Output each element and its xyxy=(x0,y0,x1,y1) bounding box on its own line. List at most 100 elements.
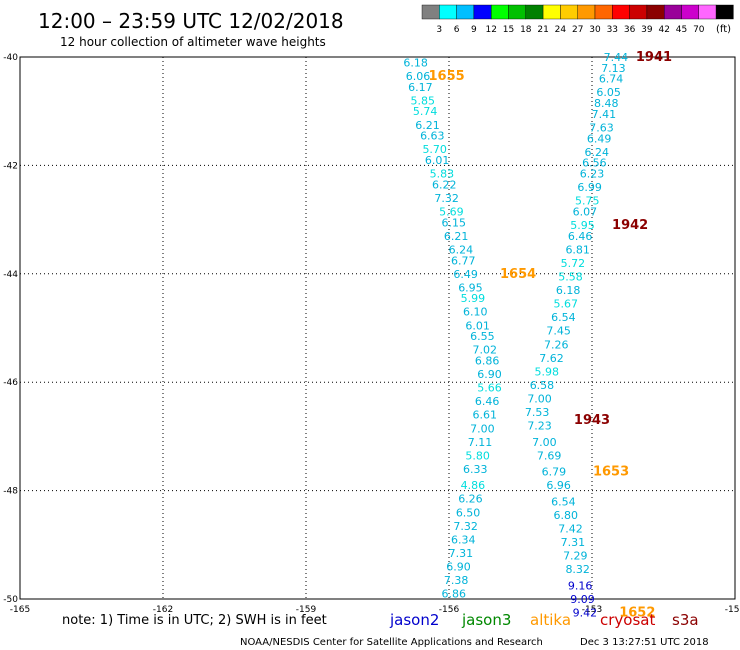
swh-value-label: 5.80 xyxy=(465,449,490,462)
colorbar-swatch xyxy=(698,4,717,20)
x-tick-label: -156 xyxy=(439,605,460,615)
swh-value-label: 6.18 xyxy=(403,56,428,69)
swh-value-label: 7.31 xyxy=(561,536,586,549)
colorbar-label: 30 xyxy=(589,25,601,35)
swh-value-label: 6.21 xyxy=(444,230,469,243)
swh-value-label: 8.48 xyxy=(594,97,619,110)
swh-value-label: 7.63 xyxy=(589,121,614,134)
footer-note: note: 1) Time is in UTC; 2) SWH is in fe… xyxy=(62,613,327,628)
swh-value-label: 6.49 xyxy=(453,268,478,281)
colorbar-swatch xyxy=(560,4,578,20)
swh-value-label: 6.77 xyxy=(451,254,476,267)
colorbar-swatch xyxy=(508,4,526,20)
colorbar-label: 33 xyxy=(607,25,618,35)
swh-value-label: 6.54 xyxy=(551,495,576,508)
pass-time-label: 1943 xyxy=(574,413,610,428)
swh-value-label: 5.66 xyxy=(477,382,502,395)
colorbar-label: 12 xyxy=(485,25,496,35)
swh-value-label: 6.24 xyxy=(449,243,474,256)
swh-value-label: 5.72 xyxy=(561,257,586,270)
y-tick-label: -44 xyxy=(3,270,18,280)
swh-value-label: 6.61 xyxy=(473,409,498,422)
legend-item-altika: altika xyxy=(530,611,571,629)
chart-subtitle: 12 hour collection of altimeter wave hei… xyxy=(60,35,326,49)
pass-time-label: 1653 xyxy=(593,465,629,480)
swh-value-label: 6.46 xyxy=(475,395,500,408)
colorbar-label: 3 xyxy=(436,25,442,35)
colorbar-swatch xyxy=(629,4,648,20)
swh-value-label: 7.41 xyxy=(592,108,617,121)
swh-value-label: 6.05 xyxy=(596,86,621,99)
colorbar-label: 39 xyxy=(641,25,653,35)
colorbar-swatch xyxy=(681,4,699,20)
swh-value-label: 4.86 xyxy=(461,479,486,492)
swh-value-label: 6.15 xyxy=(442,216,467,229)
colorbar-label: 70 xyxy=(693,25,705,35)
swh-value-label: 6.50 xyxy=(456,506,481,519)
swh-value-label: 6.18 xyxy=(556,284,581,297)
colorbar-swatch xyxy=(491,4,509,20)
swh-value-label: 5.69 xyxy=(439,205,464,218)
swh-value-label: 6.17 xyxy=(408,81,433,94)
x-tick-label: -159 xyxy=(296,605,317,615)
y-tick-label: -46 xyxy=(3,378,18,388)
swh-value-label: 6.95 xyxy=(458,281,483,294)
swh-value-label: 6.10 xyxy=(463,306,488,319)
colorbar-label: 24 xyxy=(555,25,567,35)
swh-value-label: 6.23 xyxy=(580,168,605,181)
swh-value-label: 6.80 xyxy=(554,509,579,522)
swh-value-label: 7.32 xyxy=(434,192,459,205)
swh-value-label: 7.32 xyxy=(453,520,478,533)
pass-time-label: 1941 xyxy=(636,50,672,65)
swh-value-label: 6.96 xyxy=(546,479,571,492)
swh-value-label: 6.79 xyxy=(542,466,567,479)
swh-value-label: 9.16 xyxy=(568,579,593,592)
swh-value-label: 5.85 xyxy=(411,94,436,107)
y-tick-label: -48 xyxy=(3,487,18,497)
swh-value-label: 7.23 xyxy=(527,420,552,433)
pass-time-label: 1942 xyxy=(612,218,648,233)
swh-value-label: 6.54 xyxy=(551,311,576,324)
swh-value-label: 6.99 xyxy=(577,181,602,194)
legend-item-jason3: jason3 xyxy=(461,611,511,629)
swh-value-label: 7.00 xyxy=(527,392,552,405)
colorbar-label: 27 xyxy=(572,25,583,35)
swh-value-label: 6.24 xyxy=(585,146,610,159)
swh-value-label: 6.33 xyxy=(463,463,488,476)
swh-value-label: 7.26 xyxy=(544,338,569,351)
colorbar-unit: (ft) xyxy=(716,24,731,35)
footer-timestamp: Dec 3 13:27:51 UTC 2018 xyxy=(580,637,709,648)
x-tick-label: -162 xyxy=(153,605,173,615)
colorbar-label: 15 xyxy=(503,25,514,35)
pass-time-label: 1655 xyxy=(429,69,465,84)
swh-value-label: 5.83 xyxy=(430,168,455,181)
swh-value-label: 7.42 xyxy=(558,523,583,536)
swh-value-label: 6.63 xyxy=(420,130,445,143)
swh-value-label: 6.90 xyxy=(446,560,471,573)
colorbar-swatch xyxy=(612,4,630,20)
swh-value-label: 5.75 xyxy=(575,195,600,208)
swh-value-label: 6.06 xyxy=(406,70,431,83)
colorbar-label: 21 xyxy=(537,25,548,35)
swh-value-label: 6.22 xyxy=(432,178,457,191)
swh-value-label: 6.86 xyxy=(442,588,467,601)
colorbar-swatch xyxy=(594,4,613,20)
colorbar-label: 9 xyxy=(471,25,477,35)
y-tick-label: -50 xyxy=(3,595,18,605)
colorbar-swatch xyxy=(664,4,682,20)
swh-value-label: 6.34 xyxy=(451,533,476,546)
swh-value-label: 7.44 xyxy=(604,51,629,64)
swh-value-label: 7.00 xyxy=(532,436,557,449)
swh-value-label: 7.02 xyxy=(473,344,498,357)
swh-value-label: 5.95 xyxy=(570,219,595,232)
chart-title: 12:00 – 23:59 UTC 12/02/2018 xyxy=(38,9,344,33)
colorbar-swatch xyxy=(421,4,440,20)
plot-grid xyxy=(20,57,735,599)
colorbar-swatch xyxy=(439,4,457,20)
colorbar-swatch xyxy=(715,4,734,20)
swh-value-label: 5.70 xyxy=(422,143,447,156)
colorbar-label: 6 xyxy=(454,25,460,35)
swh-value-label: 6.58 xyxy=(530,379,555,392)
swh-value-label: 6.86 xyxy=(475,355,500,368)
pass-time-labels: 1655 1654 1941 1942 1943 1653 1652 xyxy=(429,50,673,621)
